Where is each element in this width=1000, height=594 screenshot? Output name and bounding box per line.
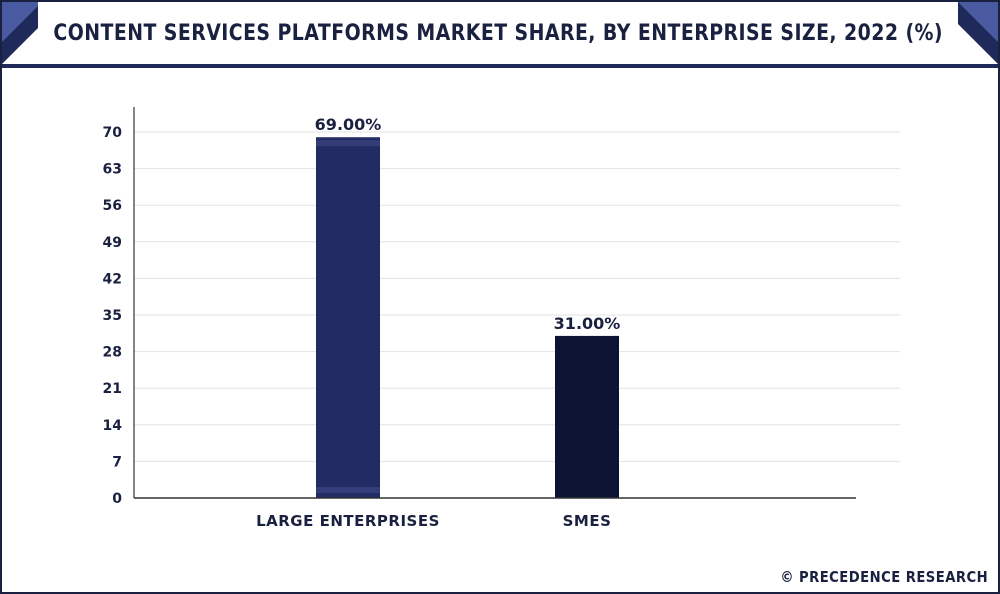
y-tick-label: 49 [103,235,122,251]
header-rule [2,64,998,68]
y-tick-label: 42 [103,271,122,287]
data-label: 31.00% [554,314,621,333]
bar-layer [316,137,619,498]
bar-highlight-bottom [316,487,380,493]
banner-corner-left-accent [2,2,42,42]
data-label: 69.00% [315,115,382,134]
y-tick-label: 56 [103,198,122,214]
x-category-label: LARGE ENTERPRISES [256,512,440,530]
source-credit: © PRECEDENCE RESEARCH [780,568,988,586]
title-banner: CONTENT SERVICES PLATFORMS MARKET SHARE,… [2,2,998,64]
grid-layer [134,131,900,462]
chart-title: CONTENT SERVICES PLATFORMS MARKET SHARE,… [53,20,943,46]
axis-layer [133,107,856,499]
label-layer: 0 7 14 21 28 35 42 49 56 63 70 69.00% LARGE ENTERPRI… [103,115,621,530]
y-tick-label: 35 [103,308,122,324]
x-category-label: SMES [563,512,612,530]
y-tick-label: 0 [112,491,122,507]
y-tick-label: 14 [103,418,123,434]
bar-large-enterprises [316,137,380,498]
y-tick-label: 70 [103,125,123,141]
bar-smes [555,335,619,498]
y-tick-label: 7 [112,454,122,470]
y-tick-label: 28 [103,345,122,361]
title-plate: CONTENT SERVICES PLATFORMS MARKET SHARE,… [38,2,958,64]
y-tick-label: 21 [103,381,122,397]
banner-corner-right-accent [958,2,998,42]
y-tick-label: 63 [103,162,122,178]
bar-highlight-top [316,140,380,147]
